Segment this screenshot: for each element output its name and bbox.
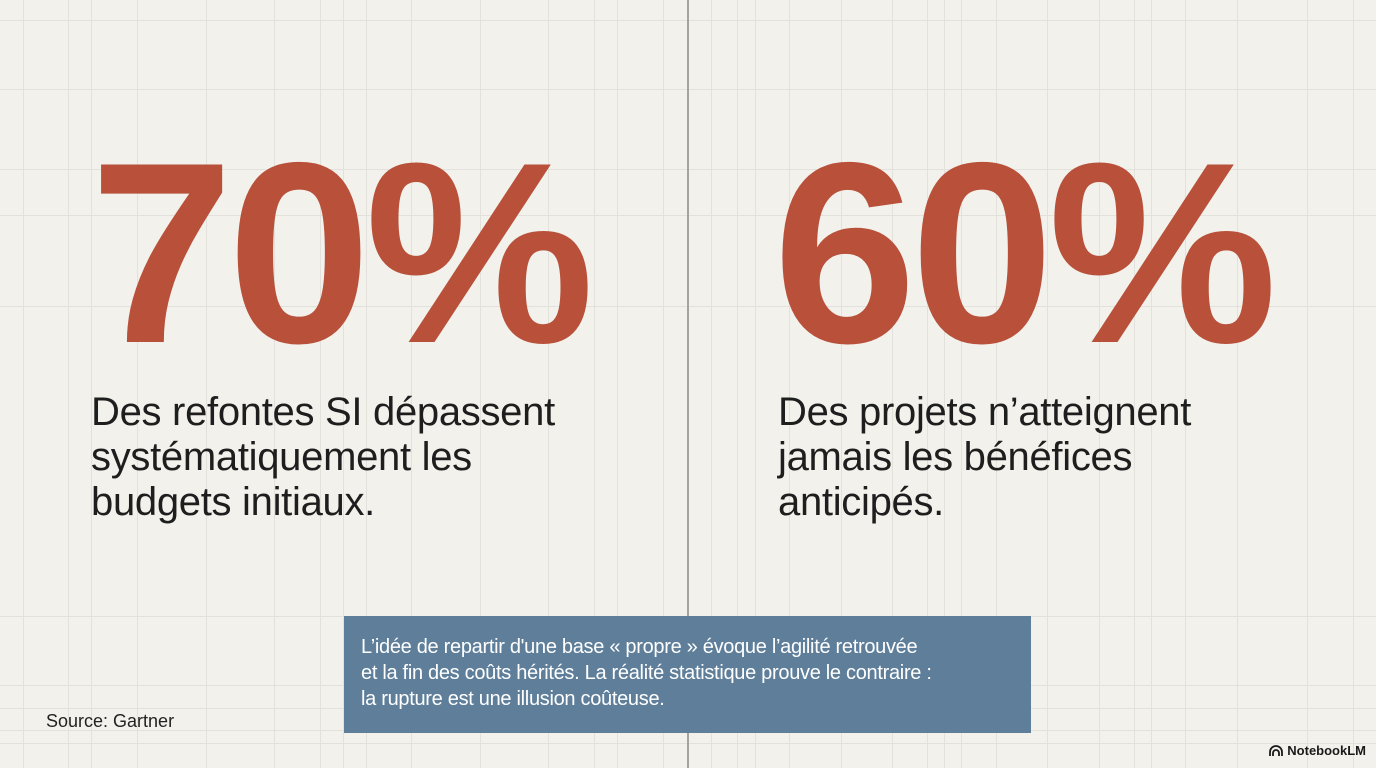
stat-value: 60% — [773, 108, 1277, 397]
watermark-label: NotebookLM — [1287, 743, 1366, 758]
callout-box: L’idée de repartir d'une base « propre »… — [344, 616, 1031, 733]
center-divider — [687, 0, 689, 768]
grid-line — [68, 0, 69, 768]
grid-line — [23, 0, 24, 768]
notebooklm-logo-icon — [1269, 745, 1284, 756]
grid-line — [1307, 0, 1308, 768]
stat-value: 70% — [90, 108, 594, 397]
grid-line — [1353, 0, 1354, 768]
notebooklm-watermark: NotebookLM — [1269, 743, 1366, 758]
source-label: Source: Gartner — [46, 711, 175, 731]
callout-text: L’idée de repartir d'une base « propre »… — [361, 636, 932, 710]
stat-description: Des refontes SI dépassent systématiqueme… — [91, 390, 555, 524]
stat-description: Des projets n’atteignent jamais les béné… — [778, 390, 1192, 524]
